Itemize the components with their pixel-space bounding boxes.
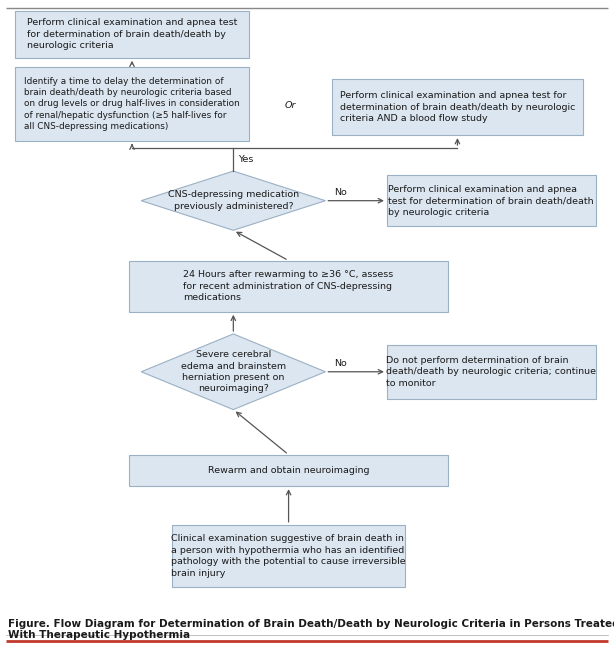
FancyBboxPatch shape bbox=[129, 261, 448, 312]
FancyBboxPatch shape bbox=[129, 455, 448, 486]
Polygon shape bbox=[141, 171, 325, 230]
Text: No: No bbox=[335, 359, 347, 368]
Polygon shape bbox=[141, 334, 325, 409]
FancyBboxPatch shape bbox=[387, 175, 596, 226]
Text: With Therapeutic Hypothermia: With Therapeutic Hypothermia bbox=[8, 630, 190, 640]
FancyBboxPatch shape bbox=[15, 67, 249, 141]
Text: Figure. Flow Diagram for Determination of Brain Death/Death by Neurologic Criter: Figure. Flow Diagram for Determination o… bbox=[8, 619, 614, 628]
Text: Identify a time to delay the determination of
brain death/death by neurologic cr: Identify a time to delay the determinati… bbox=[24, 76, 240, 132]
FancyBboxPatch shape bbox=[332, 79, 583, 136]
Text: Or: Or bbox=[284, 101, 296, 110]
FancyBboxPatch shape bbox=[15, 11, 249, 58]
Text: 24 Hours after rewarming to ≥36 °C, assess
for recent administration of CNS-depr: 24 Hours after rewarming to ≥36 °C, asse… bbox=[184, 270, 394, 302]
Text: Rewarm and obtain neuroimaging: Rewarm and obtain neuroimaging bbox=[208, 466, 370, 475]
FancyBboxPatch shape bbox=[387, 345, 596, 399]
Text: No: No bbox=[335, 188, 347, 197]
Text: Severe cerebral
edema and brainstem
herniation present on
neuroimaging?: Severe cerebral edema and brainstem hern… bbox=[181, 350, 286, 393]
Text: Perform clinical examination and apnea test for
determination of brain death/dea: Perform clinical examination and apnea t… bbox=[340, 91, 575, 123]
Text: Do not perform determination of brain
death/death by neurologic criteria; contin: Do not perform determination of brain de… bbox=[386, 356, 596, 388]
Text: Perform clinical examination and apnea
test for determination of brain death/dea: Perform clinical examination and apnea t… bbox=[389, 185, 594, 216]
Text: Perform clinical examination and apnea test
for determination of brain death/dea: Perform clinical examination and apnea t… bbox=[27, 18, 237, 50]
Text: CNS-depressing medication
previously administered?: CNS-depressing medication previously adm… bbox=[168, 190, 299, 211]
FancyBboxPatch shape bbox=[172, 525, 405, 587]
Text: Clinical examination suggestive of brain death in
a person with hypothermia who : Clinical examination suggestive of brain… bbox=[171, 534, 406, 578]
Text: Yes: Yes bbox=[238, 155, 254, 164]
